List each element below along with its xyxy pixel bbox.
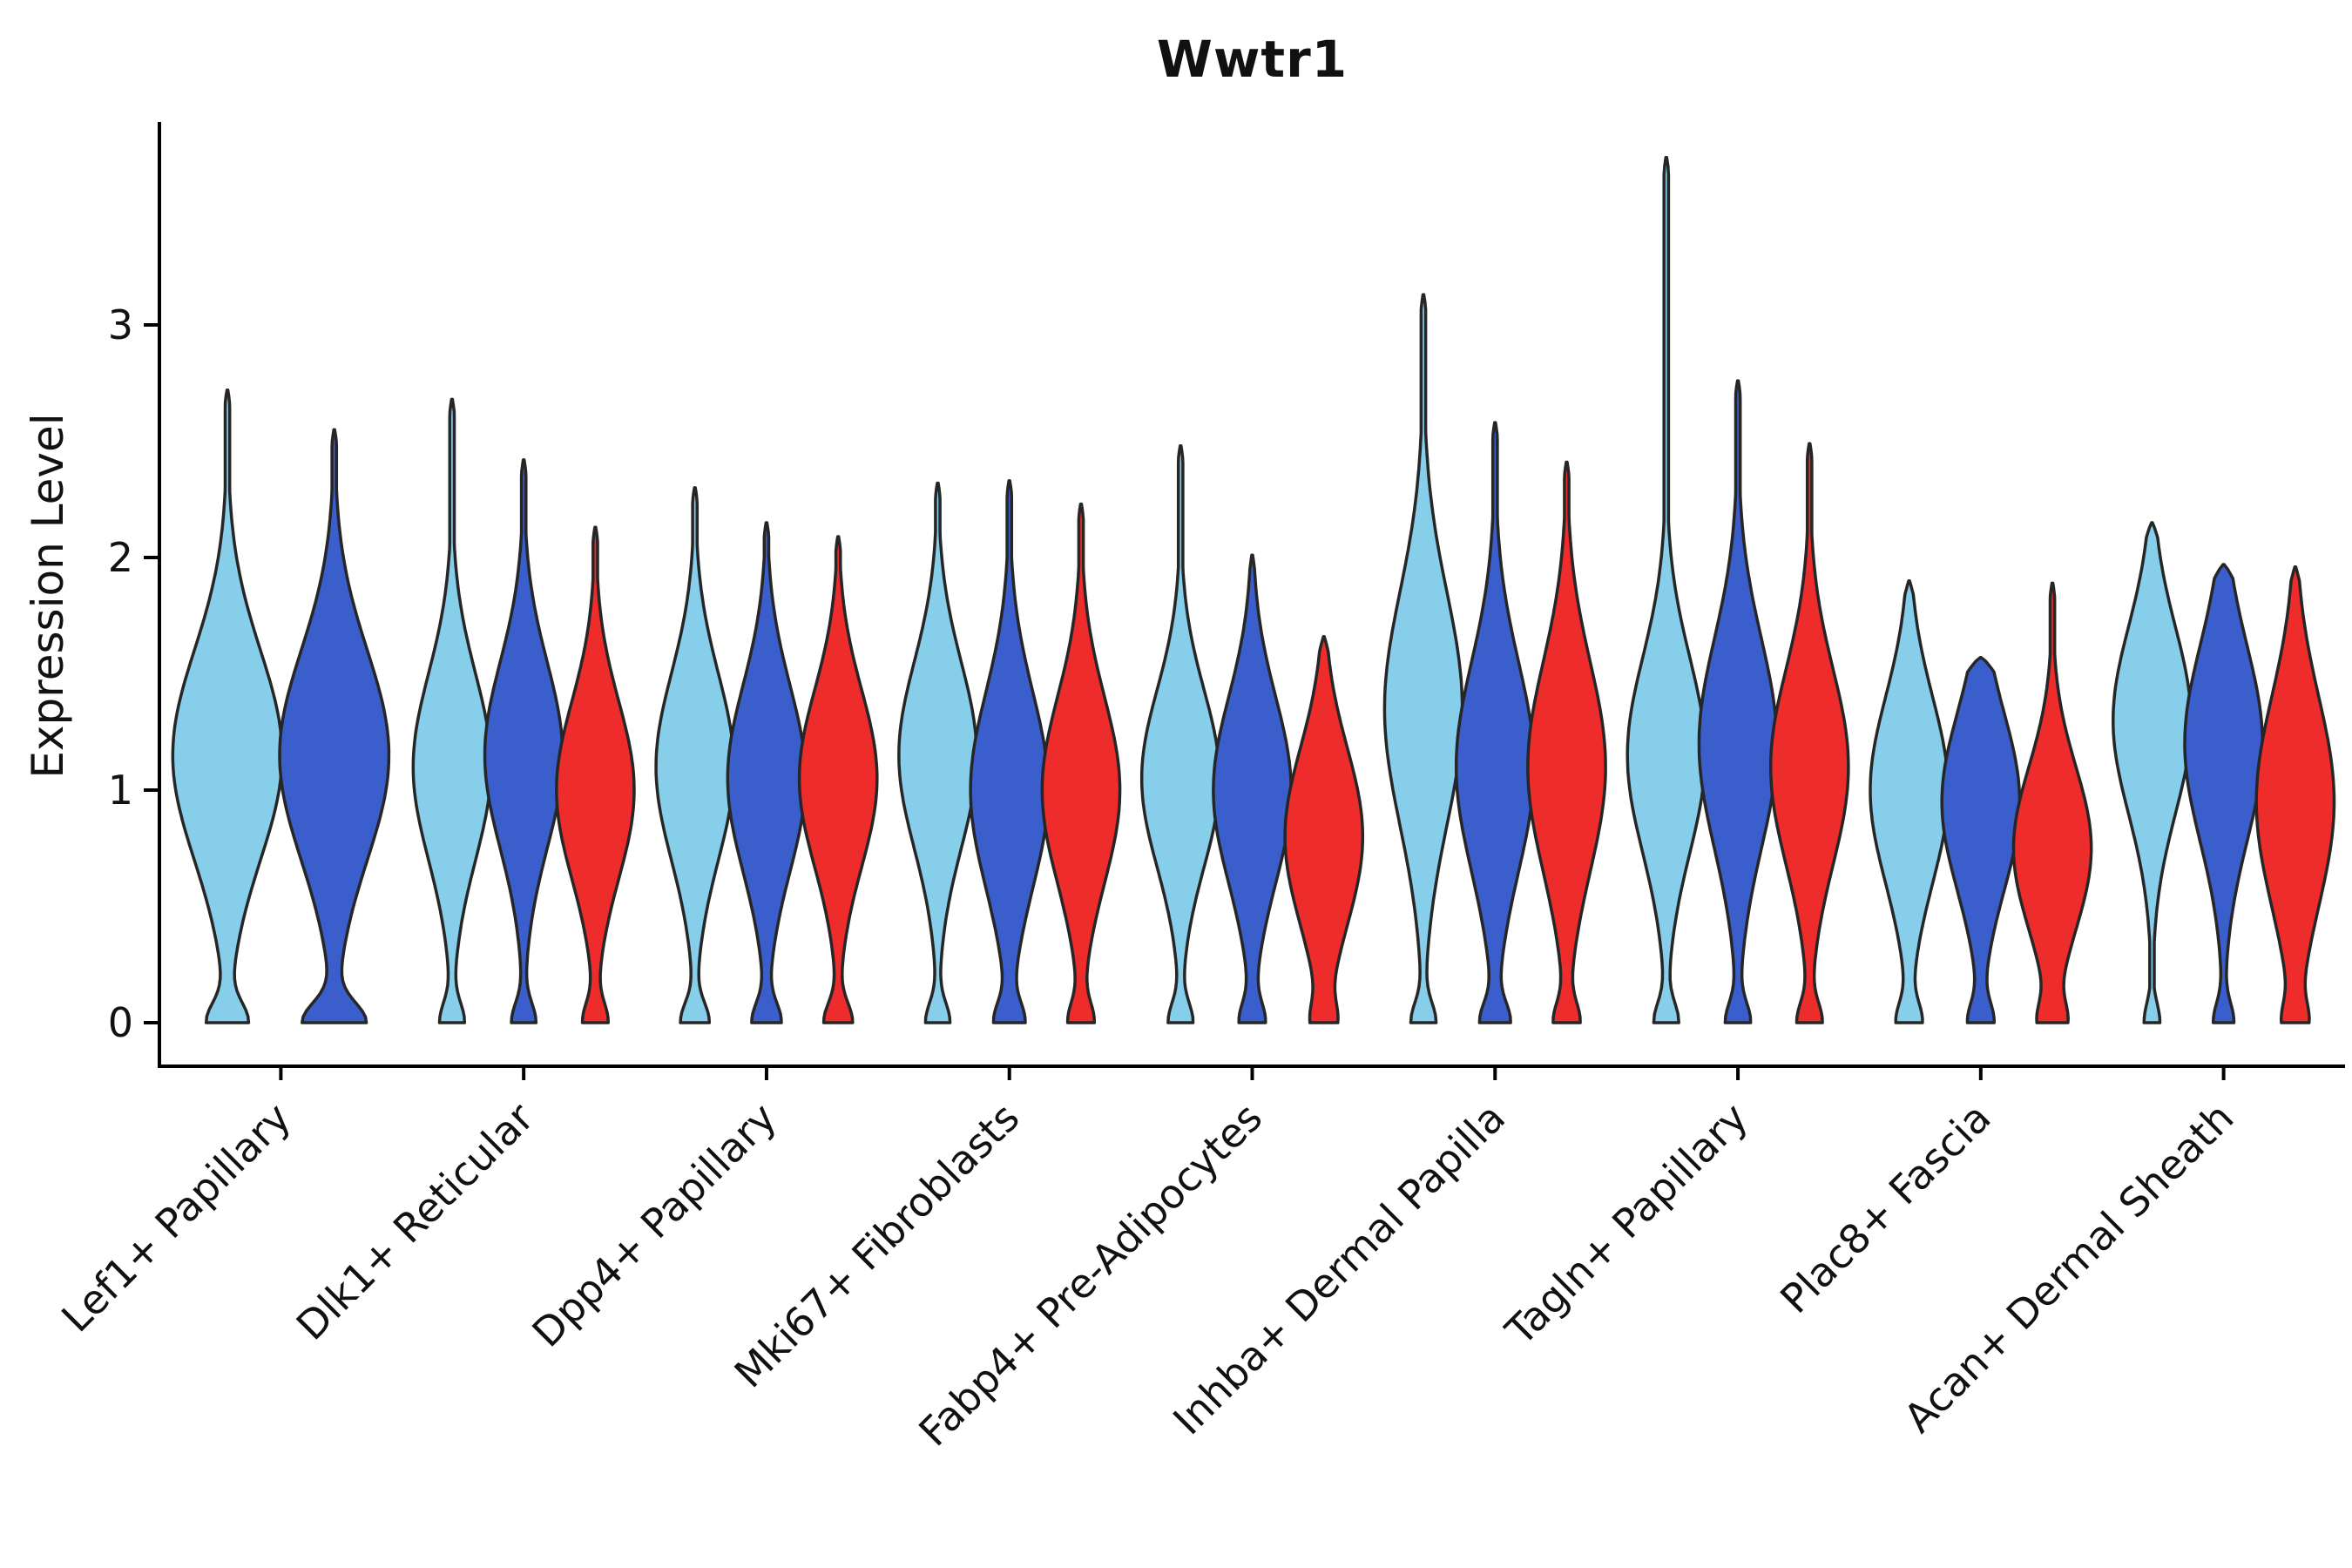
y-tick-label: 1 [108,767,133,814]
violin-dpp4-series1 [654,486,736,1024]
violin-inhba-series2 [1454,421,1536,1024]
violin-lef1-series1 [171,389,284,1024]
violin-fabp4-series2 [1212,553,1293,1024]
violin-dpp4-series2 [726,521,808,1024]
violin-inhba-series3 [1526,460,1607,1024]
violin-tagln-series1 [1625,156,1707,1024]
violin-dlk1-series3 [555,525,636,1024]
violin-dlk1-series2 [483,458,564,1024]
x-category-label: Tagln+ Papillary [1496,1094,1757,1355]
violin-dlk1-series1 [411,397,493,1024]
x-category-label: Lef1+ Papillary [52,1094,300,1342]
x-category-label: Dlk1+ Reticular [287,1094,543,1349]
y-tick-label: 2 [108,534,133,581]
violin-mki67-series2 [969,479,1051,1024]
violin-plac8-series3 [2011,581,2093,1024]
x-category-label: Plac8+ Fascia [1771,1094,1999,1322]
violin-inhba-series1 [1382,293,1464,1024]
violin-lef1-series2 [278,428,391,1024]
y-axis-label: Expression Level [23,413,73,779]
violin-tagln-series3 [1768,442,1850,1024]
y-tick-label: 0 [108,999,133,1046]
violin-acan-series2 [2183,563,2264,1024]
violin-plac8-series2 [1940,656,2022,1024]
violin-fabp4-series3 [1283,635,1365,1024]
violin-plac8-series1 [1869,578,1950,1024]
violin-tagln-series2 [1697,379,1779,1024]
violin-mki67-series1 [897,481,978,1024]
violin-mki67-series3 [1040,502,1122,1024]
x-category-label: Dpp4+ Papillary [524,1094,786,1356]
violin-acan-series1 [2112,521,2193,1024]
violin-dpp4-series3 [797,535,879,1024]
chart-title: Wwtr1 [1156,30,1348,89]
y-tick-label: 3 [108,301,133,348]
violin-fabp4-series1 [1139,444,1221,1024]
violin-acan-series3 [2254,564,2336,1024]
